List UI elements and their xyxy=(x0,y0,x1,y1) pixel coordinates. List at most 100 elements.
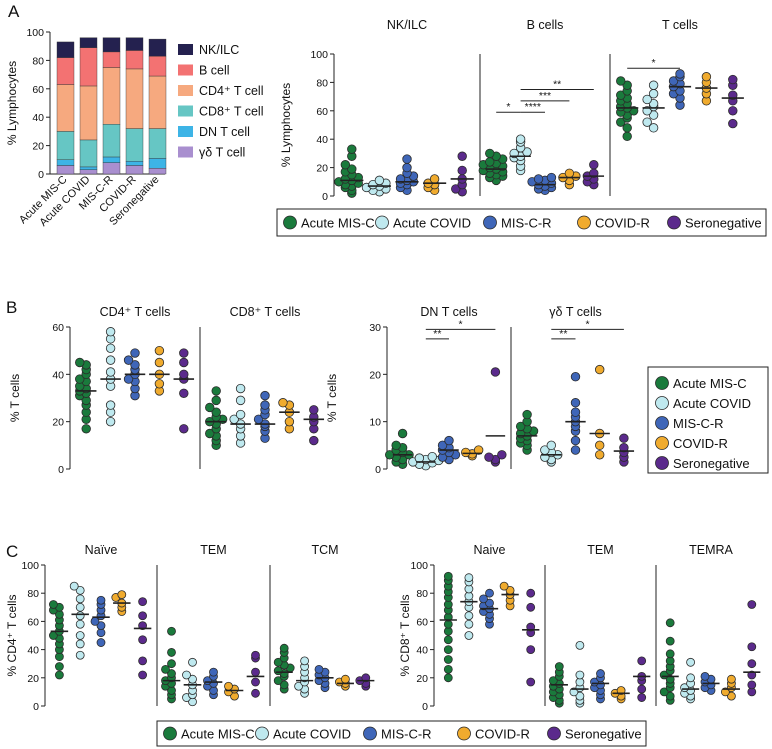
data-point xyxy=(361,673,371,683)
panel-label-c: C xyxy=(6,542,18,561)
stacked-bar-segment xyxy=(56,57,75,85)
stacked-bar-segment xyxy=(79,85,98,141)
stacked-bar-segment xyxy=(102,124,121,158)
data-point xyxy=(374,175,385,186)
legend-label: MIS-C-R xyxy=(673,416,724,431)
data-point xyxy=(595,364,605,375)
data-point xyxy=(154,357,165,368)
data-point xyxy=(117,590,127,600)
data-point xyxy=(278,398,288,408)
data-point xyxy=(747,659,757,669)
stacked-bar-segment xyxy=(148,168,167,175)
data-point xyxy=(309,405,319,415)
data-point xyxy=(728,106,738,116)
y-tick-label: 100 xyxy=(410,560,428,572)
stacked-bar-segment xyxy=(79,47,98,87)
y-tick-label: 0 xyxy=(58,464,64,476)
data-point xyxy=(260,400,270,410)
data-point xyxy=(642,117,652,127)
y-tick-label: 60 xyxy=(416,616,428,628)
data-point xyxy=(570,398,581,408)
data-point xyxy=(205,428,215,439)
stacked-bar-segment xyxy=(125,161,144,166)
data-point xyxy=(570,372,581,382)
data-point xyxy=(596,669,605,678)
data-point xyxy=(479,594,488,604)
data-point xyxy=(75,602,85,612)
subplot-title: CD4⁺ T cells xyxy=(100,305,171,319)
data-point xyxy=(49,600,58,609)
data-point xyxy=(130,348,140,358)
significance-label: ** xyxy=(433,328,441,340)
data-point xyxy=(622,123,632,133)
stacked-bar-segment xyxy=(148,75,167,129)
legend-swatch xyxy=(178,126,193,137)
data-point xyxy=(179,388,189,398)
data-point xyxy=(675,69,685,79)
data-point xyxy=(642,94,652,105)
legend-swatch xyxy=(178,44,193,55)
data-point xyxy=(457,165,467,176)
y-axis-title: % Lymphocytes xyxy=(279,83,293,167)
legend-label: DN T cell xyxy=(199,125,250,139)
data-point xyxy=(251,667,260,677)
stacked-bar-segment xyxy=(125,68,144,129)
data-point xyxy=(279,643,289,653)
data-point xyxy=(686,657,695,667)
data-point xyxy=(347,164,357,174)
data-point xyxy=(105,400,116,410)
data-point xyxy=(105,416,116,427)
stacked-bar-segment xyxy=(79,166,98,170)
legend-label: Acute MIS-C xyxy=(301,216,375,231)
y-tick-label: 60 xyxy=(27,616,39,628)
data-point xyxy=(211,395,221,406)
data-point xyxy=(235,409,246,420)
y-tick-label: 80 xyxy=(416,588,428,600)
data-point xyxy=(497,450,507,460)
significance-label: * xyxy=(652,57,656,69)
data-point xyxy=(55,670,64,680)
data-point xyxy=(224,681,233,691)
legend-label: COVID-R xyxy=(595,216,650,231)
data-point xyxy=(309,435,319,446)
subplot-title: CD8⁺ T cells xyxy=(230,305,301,319)
data-point xyxy=(81,424,91,434)
data-point xyxy=(391,440,401,451)
data-point xyxy=(570,445,581,455)
y-tick-label: 20 xyxy=(52,417,64,429)
data-point xyxy=(429,174,440,184)
data-point xyxy=(569,687,579,697)
data-point xyxy=(205,402,215,413)
data-point xyxy=(340,674,350,684)
legend-label: Seronegative xyxy=(673,456,750,471)
data-point xyxy=(251,688,260,698)
y-tick-label: 80 xyxy=(32,55,44,67)
data-point xyxy=(728,74,738,85)
significance-label: * xyxy=(506,101,510,113)
legend-label: Seronegative xyxy=(685,216,762,231)
y-tick-label: 20 xyxy=(27,673,39,685)
data-point xyxy=(179,348,189,358)
data-point xyxy=(665,691,675,701)
subplot-title: TEM xyxy=(587,543,613,557)
stacked-bar-segment xyxy=(56,41,75,58)
y-tick-label: 60 xyxy=(52,322,64,334)
data-point xyxy=(659,687,669,697)
data-point xyxy=(473,445,484,455)
stacked-bar-segment xyxy=(102,51,121,68)
data-point xyxy=(188,657,197,667)
data-point xyxy=(700,671,710,681)
data-point xyxy=(273,657,283,667)
data-point xyxy=(686,673,695,683)
data-point xyxy=(427,451,437,462)
data-point xyxy=(619,443,629,453)
legend-marker xyxy=(577,215,591,230)
legend-label: Acute COVID xyxy=(673,396,751,411)
data-point xyxy=(648,89,659,99)
data-point xyxy=(138,621,148,631)
y-axis-title: % T cells xyxy=(325,374,339,422)
stacked-bar-segment xyxy=(125,37,144,51)
y-tick-label: 80 xyxy=(316,77,328,89)
legend-marker xyxy=(655,396,669,410)
